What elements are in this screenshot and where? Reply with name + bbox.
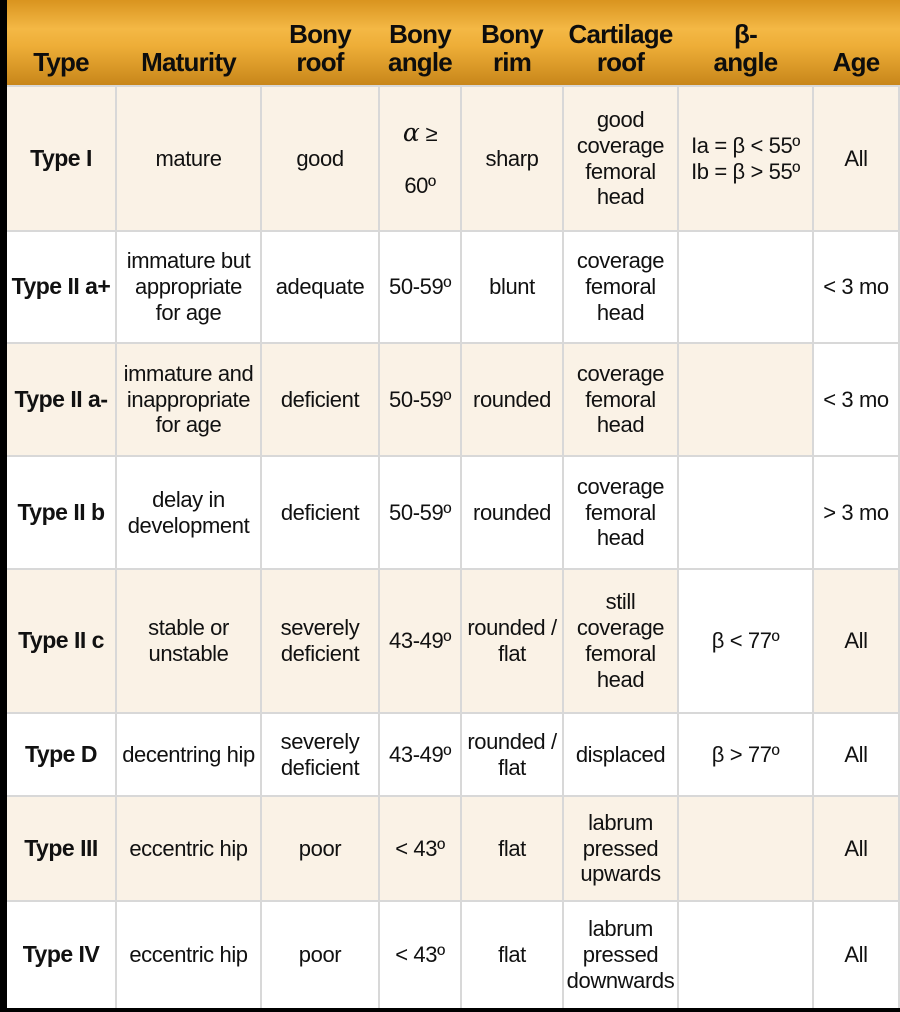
cell-beta-angle [679, 232, 812, 342]
cell-maturity: stable or unstable [117, 570, 260, 712]
cell-beta-angle: Ia = β < 55º Ib = β > 55º [679, 87, 812, 230]
cell-maturity: immature and inappropriate for age [117, 344, 260, 455]
alpha-angle-value: 60º [404, 173, 436, 199]
cell-type: Type II b [7, 457, 115, 568]
cell-age: All [814, 902, 898, 1008]
cell-beta-angle [679, 457, 812, 568]
cell-maturity: decentring hip [117, 714, 260, 795]
cell-cartilage-roof: labrum pressed upwards [564, 797, 677, 900]
cell-age: < 3 mo [814, 344, 898, 455]
cell-age: All [814, 797, 898, 900]
cell-bony-roof: severely deficient [262, 570, 378, 712]
cell-maturity: eccentric hip [117, 902, 260, 1008]
cell-cartilage-roof: coverage femoral head [564, 457, 677, 568]
column-header-bony-angle: Bony angle [388, 19, 453, 77]
cell-bony-angle: < 43º [380, 902, 460, 1008]
cell-bony-roof: poor [262, 797, 378, 900]
cell-maturity: eccentric hip [117, 797, 260, 900]
cell-age: All [814, 87, 898, 230]
column-header-bony-rim: Bony rim [481, 19, 544, 77]
cell-bony-rim: rounded / flat [462, 570, 562, 712]
cell-type: Type II a- [7, 344, 115, 455]
cell-maturity: immature but appropriate for age [117, 232, 260, 342]
cell-bony-rim: blunt [462, 232, 562, 342]
cell-bony-rim: rounded / flat [462, 714, 562, 795]
alpha-symbol: α [402, 117, 420, 147]
cell-type: Type II a+ [7, 232, 115, 342]
cell-bony-angle: 50-59º [380, 344, 460, 455]
cell-age: All [814, 570, 898, 712]
cell-bony-rim: flat [462, 797, 562, 900]
cell-bony-angle: 43-49º [380, 714, 460, 795]
cell-cartilage-roof: coverage femoral head [564, 344, 677, 455]
cell-bony-rim: flat [462, 902, 562, 1008]
cell-cartilage-roof: still coverage femoral head [564, 570, 677, 712]
cell-bony-roof: adequate [262, 232, 378, 342]
table-body: Type I mature good α ≥ 60º sharp good co… [7, 85, 900, 1008]
cell-maturity: delay in development [117, 457, 260, 568]
cell-cartilage-roof: good coverage femoral head [564, 87, 677, 230]
column-header-type: Type [33, 46, 89, 77]
cell-type: Type III [7, 797, 115, 900]
column-header-cartilage-roof: Cartilage roof [568, 19, 673, 77]
cell-bony-angle: α ≥ 60º [380, 87, 460, 230]
cell-age: < 3 mo [814, 232, 898, 342]
cell-bony-angle: 50-59º [380, 232, 460, 342]
column-header-age: Age [832, 46, 881, 77]
cell-bony-rim: sharp [462, 87, 562, 230]
gte-operator: ≥ [419, 120, 438, 146]
column-header-maturity: Maturity [141, 46, 237, 77]
cell-beta-angle [679, 797, 812, 900]
cell-bony-roof: deficient [262, 457, 378, 568]
column-header-bony-roof: Bony roof [289, 19, 352, 77]
cell-beta-angle [679, 902, 812, 1008]
cell-cartilage-roof: coverage femoral head [564, 232, 677, 342]
cell-bony-roof: deficient [262, 344, 378, 455]
table-header: Type Maturity Bony roof Bony angle Bony … [7, 0, 900, 85]
cell-bony-roof: poor [262, 902, 378, 1008]
cell-type: Type D [7, 714, 115, 795]
cell-beta-angle: β < 77º [679, 570, 812, 712]
column-header-beta-angle: β- angle [713, 19, 779, 77]
cell-bony-rim: rounded [462, 344, 562, 455]
cell-bony-rim: rounded [462, 457, 562, 568]
cell-bony-angle: 43-49º [380, 570, 460, 712]
cell-maturity: mature [117, 87, 260, 230]
cell-age: > 3 mo [814, 457, 898, 568]
cell-type: Type I [7, 87, 115, 230]
cell-bony-roof: severely deficient [262, 714, 378, 795]
cell-cartilage-roof: labrum pressed downwards [564, 902, 677, 1008]
cell-age: All [814, 714, 898, 795]
cell-bony-angle: 50-59º [380, 457, 460, 568]
cell-type: Type II c [7, 570, 115, 712]
cell-beta-angle: β > 77º [679, 714, 812, 795]
cell-bony-roof: good [262, 87, 378, 230]
cell-bony-angle: < 43º [380, 797, 460, 900]
cell-type: Type IV [7, 902, 115, 1008]
cell-cartilage-roof: displaced [564, 714, 677, 795]
cell-beta-angle [679, 344, 812, 455]
